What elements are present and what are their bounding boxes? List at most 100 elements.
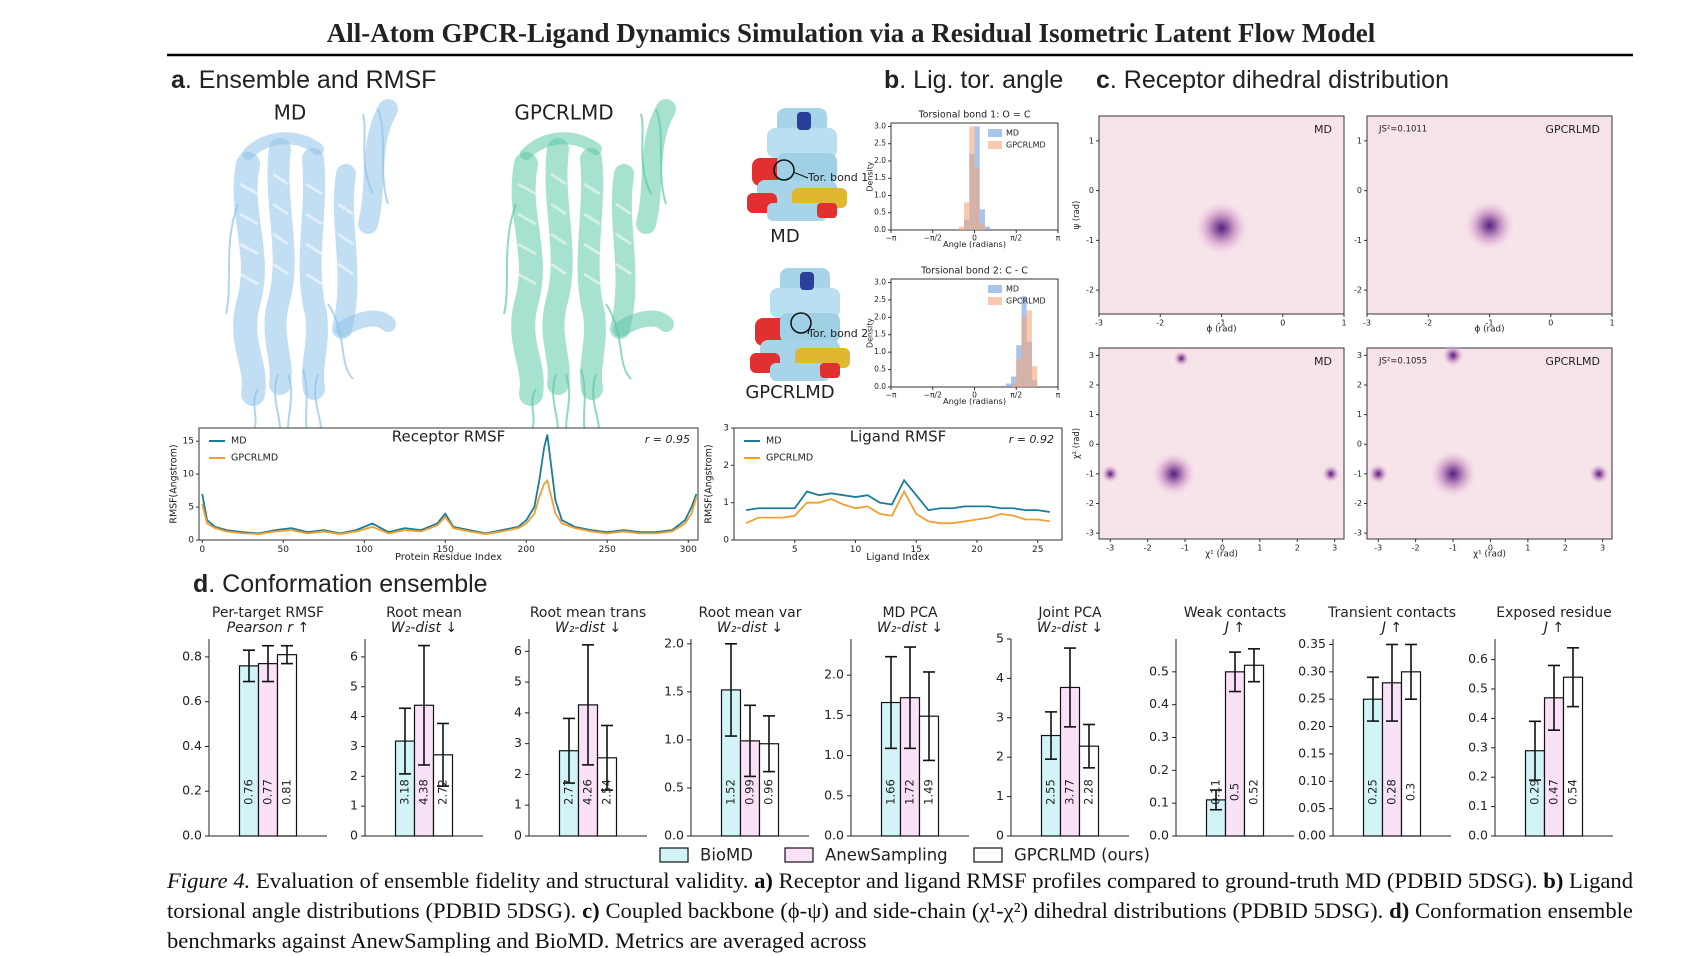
panel-label: c. Receptor dihedral distribution — [1096, 66, 1449, 94]
structure-label: MD — [770, 226, 799, 247]
y-tick-label: 0.0 — [874, 225, 886, 234]
y-tick-label: 0.5 — [664, 779, 684, 794]
y-axis-label: RMSF(Angstrom) — [168, 444, 179, 523]
density-peak — [1428, 449, 1478, 499]
x-axis-label: Angle (radians) — [943, 396, 1006, 406]
x-tick-label: -1 — [1181, 543, 1189, 552]
y-tick-label: 3.0 — [874, 277, 886, 286]
md-ligand — [747, 108, 847, 221]
chart-title: Root mean — [386, 605, 462, 621]
y-tick-label: -1 — [1086, 236, 1094, 245]
caption-key: d) — [1389, 898, 1410, 923]
legend-label: MD — [231, 436, 247, 447]
caption-text: Ligand torsional angle distributions (PD… — [167, 868, 1633, 923]
chart-title: Weak contacts — [1184, 605, 1286, 621]
histogram-bar — [984, 226, 991, 230]
plot-area — [733, 427, 1063, 541]
x-tick-label: 1 — [1341, 318, 1346, 327]
legend-label: GPCRLMD — [231, 453, 278, 464]
histogram-bar — [1011, 376, 1017, 387]
histogram-bar — [969, 126, 975, 230]
chart-title: Joint PCA — [1037, 605, 1102, 621]
x-tick-label: 1 — [1609, 318, 1614, 327]
y-tick-label: 0.4 — [1468, 710, 1488, 725]
histogram-bar — [1016, 359, 1022, 387]
panel-title: . Lig. tor. angle — [899, 66, 1063, 94]
x-tick-label: −π/2 — [924, 391, 942, 400]
y-tick-label: 0.6 — [182, 693, 202, 708]
chart-subtitle: W₂-dist ↓ — [717, 620, 783, 636]
x-tick-label: 50 — [278, 545, 290, 555]
y-tick-label: 1.0 — [874, 190, 886, 199]
chart-title: Receptor RMSF — [392, 428, 505, 446]
legend-swatch — [988, 297, 1002, 305]
histogram-bar — [979, 209, 985, 230]
density-peak — [1193, 200, 1250, 256]
x-tick-label: 3 — [1600, 543, 1605, 552]
figure-caption: Figure 4. Evaluation of ensemble fidelit… — [167, 866, 1633, 956]
caption-intro: Evaluation of ensemble fidelity and stru… — [255, 868, 749, 893]
value-label: 1.49 — [922, 779, 936, 805]
y-tick-label: 3 — [1357, 351, 1362, 360]
legend-label: MD — [1006, 129, 1019, 138]
chart-subtitle: W₂-dist ↓ — [391, 620, 457, 636]
value-label: 0.25 — [1366, 779, 1380, 805]
x-tick-label: -3 — [1095, 318, 1103, 327]
y-tick-label: 3 — [1089, 351, 1094, 360]
y-tick-label: 3 — [350, 738, 358, 753]
y-tick-label: 0.00 — [1298, 828, 1326, 843]
value-label: 0.54 — [1566, 779, 1580, 805]
value-label: 2.72 — [436, 779, 450, 805]
histogram-bar — [1021, 317, 1027, 387]
gpcrlmd-ligand — [750, 268, 850, 381]
y-tick-label: 0.2 — [1468, 769, 1488, 784]
histogram-bar — [1005, 383, 1012, 387]
y-tick-label: -1 — [1086, 469, 1094, 478]
density-peak — [1441, 344, 1465, 367]
js-annotation: JS²=0.1011 — [1378, 125, 1427, 135]
legend-label: GPCRLMD — [1006, 297, 1046, 306]
y-tick-label: 2.0 — [874, 312, 886, 321]
y-tick-label: 1.0 — [824, 747, 844, 762]
y-tick-label: 3 — [996, 709, 1004, 724]
value-label: 2.54 — [600, 779, 614, 805]
panel-tag: MD — [1314, 123, 1332, 136]
y-tick-label: 0.8 — [182, 648, 202, 663]
y-tick-label: 2.5 — [874, 139, 886, 148]
x-tick-label: 1 — [1525, 543, 1530, 552]
histogram-bar — [1011, 383, 1017, 387]
x-tick-label: 0 — [972, 391, 977, 400]
histogram-bar — [1031, 366, 1038, 387]
value-label: 3.18 — [398, 779, 412, 805]
y-tick-label: 0.5 — [874, 208, 886, 217]
panel-label: b. Lig. tor. angle — [884, 66, 1063, 94]
x-tick-label: -1 — [1486, 318, 1494, 327]
y-tick-label: 0 — [350, 828, 358, 843]
value-label: 4.38 — [417, 779, 431, 805]
y-axis-label: RMSF(Angstrom) — [703, 444, 714, 523]
value-label: 0.47 — [1547, 779, 1561, 805]
caption-label: Figure 4. — [167, 868, 251, 893]
histogram-bar — [1026, 310, 1032, 387]
chart-subtitle: W₂-dist ↓ — [555, 620, 621, 636]
value-label: 4.26 — [581, 779, 595, 805]
density-peak — [1321, 464, 1341, 484]
caption-text: Conformation ensemble benchmarks against… — [167, 898, 1633, 953]
y-tick-label: 2 — [350, 768, 358, 783]
bar — [1224, 671, 1246, 837]
js-annotation: JS²=0.1055 — [1378, 357, 1427, 367]
y-tick-label: 0.05 — [1298, 800, 1326, 815]
y-tick-label: 0.0 — [1149, 828, 1169, 843]
density-peak — [1367, 463, 1389, 485]
x-tick-label: -2 — [1424, 318, 1432, 327]
y-tick-label: -2 — [1086, 286, 1094, 295]
x-tick-label: −π — [886, 391, 897, 400]
y-tick-label: 0.6 — [1468, 651, 1488, 666]
md-ensemble — [226, 109, 388, 449]
y-tick-label: -2 — [1354, 286, 1362, 295]
y-tick-label: 3.0 — [874, 121, 886, 130]
x-tick-label: -1 — [1449, 543, 1457, 552]
panel-title: . Ensemble and RMSF — [185, 66, 437, 94]
legend-swatch — [973, 847, 1003, 863]
